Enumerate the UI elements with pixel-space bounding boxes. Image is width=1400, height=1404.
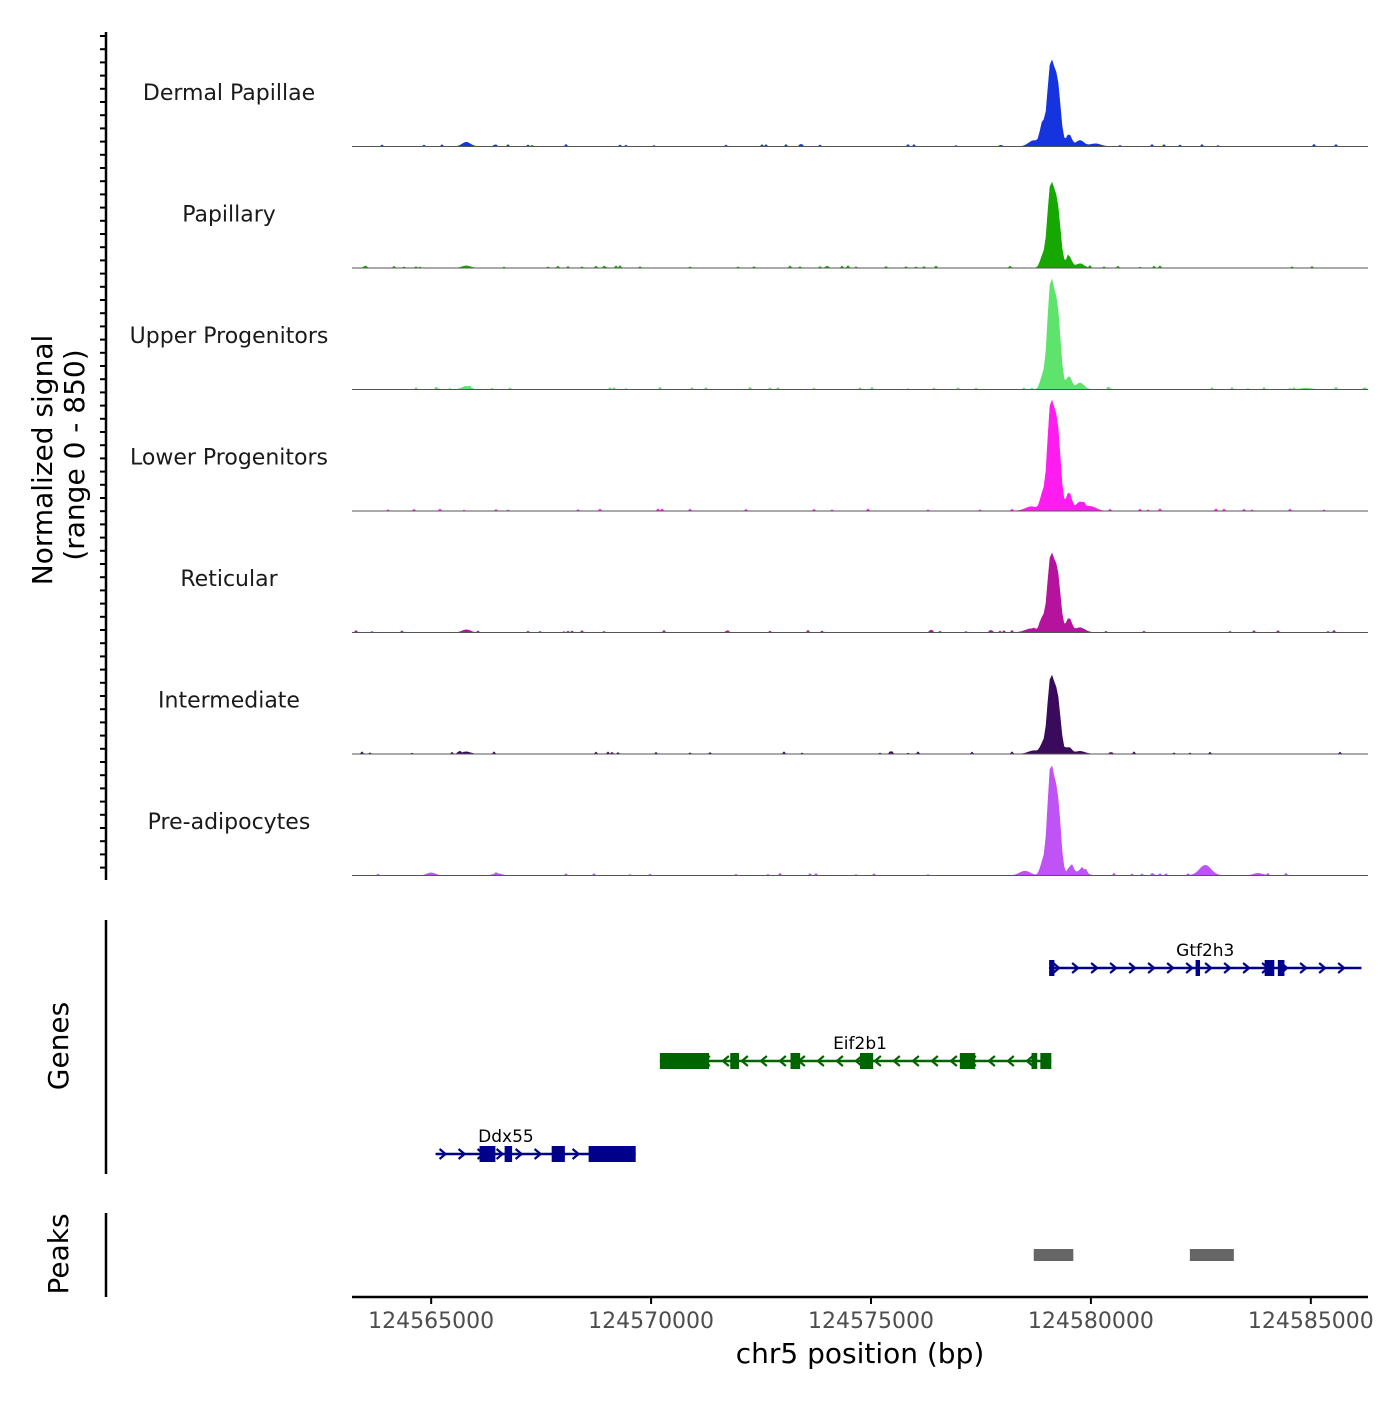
track-label: Lower Progenitors: [130, 446, 328, 471]
strand-arrow: [438, 1148, 448, 1160]
gene-exon: [504, 1146, 513, 1162]
strand-arrow: [949, 1055, 958, 1067]
track-label: Upper Progenitors: [130, 324, 329, 349]
left-axes: [100, 32, 108, 1297]
strand-arrow: [778, 1055, 787, 1067]
y-axis-subtitle: (range 0 - 850): [58, 349, 91, 560]
strand-arrow: [1204, 962, 1213, 974]
strand-arrow: [721, 1055, 730, 1067]
y-axis-title: Normalized signal: [26, 335, 59, 586]
strand-arrow: [987, 1055, 996, 1067]
peaks-panel: [1033, 1249, 1234, 1261]
strand-arrow: [1025, 1055, 1034, 1067]
signal-area: [352, 278, 1370, 390]
track-label: Dermal Papillae: [143, 81, 315, 106]
genes-panel: Gtf2h3 Eif2b1 Ddx55: [435, 941, 1362, 1162]
strand-arrow: [911, 1055, 920, 1067]
strand-arrow: [571, 1148, 581, 1160]
gene-exon: [730, 1053, 740, 1069]
x-tick-label: 124575000: [808, 1309, 934, 1334]
x-tick-label: 124565000: [368, 1309, 494, 1334]
gene-ddx55: Ddx55: [435, 1127, 636, 1162]
gene-label: Gtf2h3: [1176, 941, 1234, 961]
peak-region: [1033, 1249, 1074, 1261]
gene-exon: [1277, 960, 1285, 976]
signal-area: [352, 674, 1368, 755]
signal-area: [352, 399, 1368, 512]
strand-arrow: [930, 1055, 939, 1067]
strand-arrow: [1128, 962, 1137, 974]
gene-exon: [860, 1053, 874, 1069]
strand-arrow: [1147, 962, 1156, 974]
gene-label: Eif2b1: [833, 1034, 887, 1054]
strand-arrow: [1185, 962, 1194, 974]
track-lower-progenitors: Lower Progenitors: [130, 399, 1368, 512]
strand-arrow: [1071, 962, 1080, 974]
gene-exon: [659, 1053, 710, 1069]
x-tick-label: 124580000: [1028, 1309, 1154, 1334]
track-label: Intermediate: [158, 689, 300, 714]
gene-exon: [959, 1053, 976, 1069]
track-papillary: Papillary: [182, 181, 1368, 269]
strand-arrow: [740, 1055, 749, 1067]
track-label: Pre-adipocytes: [148, 810, 311, 835]
gene-label: Ddx55: [478, 1127, 534, 1147]
x-axis-title: chr5 position (bp): [736, 1337, 985, 1370]
strand-arrow: [514, 1148, 524, 1160]
peaks-panel-title: Peaks: [42, 1213, 75, 1294]
x-axis: 124565000 124570000 124575000 124580000 1245…: [352, 1295, 1374, 1334]
track-intermediate: Intermediate: [158, 674, 1368, 755]
track-upper-progenitors: Upper Progenitors: [130, 278, 1370, 390]
gene-exon: [790, 1053, 801, 1069]
gene-eif2b1: Eif2b1: [659, 1034, 1052, 1069]
strand-arrow: [1052, 962, 1061, 974]
strand-arrow: [1337, 962, 1346, 974]
gene-exon: [479, 1146, 496, 1162]
strand-arrow: [816, 1055, 825, 1067]
strand-arrow: [759, 1055, 768, 1067]
track-label: Papillary: [182, 203, 276, 228]
x-tick-label: 124585000: [1248, 1309, 1374, 1334]
track-dermal-papillae: Dermal Papillae: [143, 59, 1368, 147]
track-reticular: Reticular: [180, 552, 1368, 633]
track-label: Reticular: [180, 567, 278, 592]
strand-arrow: [835, 1055, 844, 1067]
strand-arrow: [533, 1148, 543, 1160]
track-pre-adipocytes: Pre-adipocytes: [148, 765, 1368, 876]
gene-exon: [1031, 1053, 1038, 1069]
strand-arrow: [892, 1055, 901, 1067]
strand-arrow: [495, 1148, 505, 1160]
strand-arrow: [1318, 962, 1327, 974]
strand-arrow: [854, 1055, 863, 1067]
signal-area: [352, 765, 1368, 876]
strand-arrow: [1242, 962, 1251, 974]
gene-exon: [551, 1146, 565, 1162]
signal-tracks: Dermal Papillae Papillary Upper Progenitor…: [130, 59, 1370, 876]
gene-gtf2h3: Gtf2h3: [1049, 941, 1362, 976]
strand-arrow: [873, 1055, 882, 1067]
signal-area: [352, 59, 1368, 147]
x-tick-label: 124570000: [588, 1309, 714, 1334]
peak-region: [1189, 1249, 1234, 1261]
genes-panel-title: Genes: [42, 1002, 75, 1090]
gene-exon: [1195, 960, 1200, 976]
signal-area: [352, 552, 1368, 633]
signal-area: [352, 181, 1368, 269]
gene-exon: [1040, 1053, 1052, 1069]
gene-exon: [1049, 960, 1055, 976]
strand-arrow: [1166, 962, 1175, 974]
strand-arrow: [1090, 962, 1099, 974]
strand-arrow: [1006, 1055, 1015, 1067]
gene-exon: [1264, 960, 1275, 976]
strand-arrow: [1109, 962, 1118, 974]
strand-arrow: [457, 1148, 467, 1160]
gene-exon: [588, 1146, 636, 1162]
strand-arrow: [1223, 962, 1232, 974]
strand-arrow: [1299, 962, 1308, 974]
